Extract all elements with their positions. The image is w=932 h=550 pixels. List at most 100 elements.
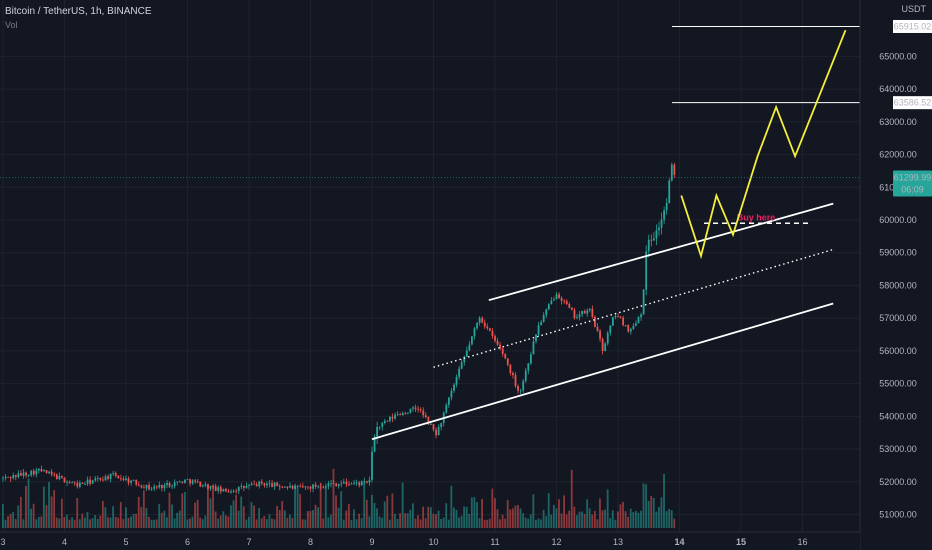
candle-body (89, 479, 92, 484)
volume-bar (468, 513, 471, 528)
grid (0, 0, 860, 536)
volume-bar (248, 516, 250, 528)
volume-bar (342, 519, 345, 528)
candle-body (417, 409, 420, 411)
candle-body (194, 480, 197, 482)
price-tick-label: 57000.00 (879, 313, 917, 323)
volume-bar (496, 509, 499, 528)
symbol-title[interactable]: Bitcoin / TetherUS, 1h, BINANCE (5, 6, 152, 17)
volume-bar (363, 481, 366, 528)
volume-bar (263, 516, 266, 528)
volume-bar (191, 516, 194, 528)
candle-body (84, 483, 86, 485)
volume-bar (642, 483, 645, 528)
candle-body (376, 426, 379, 437)
candle-body (432, 424, 435, 430)
volume-bar (250, 502, 253, 528)
price-tick-label: 60000.00 (879, 215, 917, 225)
volume-bar (417, 515, 419, 528)
candle-body (127, 478, 130, 483)
volume-bar (419, 519, 422, 528)
candle-body (253, 483, 256, 485)
volume-bar (542, 509, 545, 528)
candle-body (348, 484, 350, 486)
volume-bar (640, 510, 642, 528)
volume-bar (658, 506, 660, 528)
candle-body (391, 416, 394, 419)
candle-body (519, 390, 522, 392)
candle-body (324, 486, 327, 488)
candle-body (178, 481, 181, 483)
volume-bars (2, 468, 676, 528)
date-tick-label: 13 (613, 537, 623, 547)
volume-bar (271, 518, 273, 528)
volume-bar (650, 495, 653, 528)
price-tick-label: 62000.00 (879, 150, 917, 160)
candle-body (627, 325, 630, 332)
volume-bar (576, 515, 578, 528)
volume-bar (458, 517, 460, 528)
candle-body (186, 479, 189, 480)
volume-bar (255, 519, 258, 528)
candle-body (594, 316, 596, 327)
volume-bar (253, 505, 255, 528)
candle-body (81, 482, 84, 484)
candle-body (50, 471, 53, 475)
volume-bar (176, 512, 179, 528)
volume-bar (201, 519, 204, 528)
candle-body (550, 300, 553, 305)
volume-bar (160, 512, 163, 528)
projection-path (680, 29, 847, 260)
volume-bar (330, 514, 332, 528)
candle-body (414, 407, 417, 410)
candle-body (371, 451, 373, 480)
candle-body (301, 486, 304, 488)
candle-body (232, 490, 235, 492)
volume-bar (301, 519, 304, 528)
volume-bar (289, 514, 291, 528)
volume-bar (663, 473, 665, 528)
candle-body (368, 479, 371, 483)
candle-body (658, 227, 660, 231)
candle-body (207, 484, 209, 489)
volume-bar (199, 517, 202, 528)
candle-body (73, 482, 76, 484)
candle-body (565, 301, 568, 305)
channel-lower-line (371, 302, 834, 441)
volume-bar (563, 495, 565, 528)
volume-bar (183, 492, 186, 528)
candle-body (586, 310, 589, 314)
candle-body (509, 364, 512, 373)
channel-upper-line (488, 202, 834, 302)
volume-bar (573, 506, 576, 528)
volume-bar (58, 518, 61, 528)
volume-bar (178, 510, 181, 528)
volume-indicator-label[interactable]: Vol (5, 20, 18, 30)
candle-body (624, 325, 627, 326)
candle-body (673, 164, 676, 175)
candle-body (650, 239, 653, 241)
date-tick-label: 4 (62, 537, 67, 547)
date-tick-label: 16 (797, 537, 807, 547)
candle-body (14, 475, 17, 477)
candle-body (668, 180, 671, 203)
candle-body (573, 309, 576, 319)
candle-body (158, 484, 161, 488)
candle-body (225, 488, 227, 492)
volume-bar (60, 498, 63, 528)
volume-bar (360, 518, 363, 528)
volume-bar (547, 493, 550, 528)
volume-bar (219, 515, 222, 528)
volume-bar (214, 511, 217, 528)
volume-bar (629, 508, 632, 528)
volume-bar (611, 510, 614, 528)
candle-body (660, 219, 663, 228)
volume-bar (99, 515, 102, 528)
candle-body (258, 481, 261, 487)
volume-bar (570, 469, 573, 528)
volume-bar (455, 509, 458, 528)
candle-body (447, 397, 450, 405)
candle-body (463, 356, 466, 363)
candle-body (148, 484, 150, 490)
